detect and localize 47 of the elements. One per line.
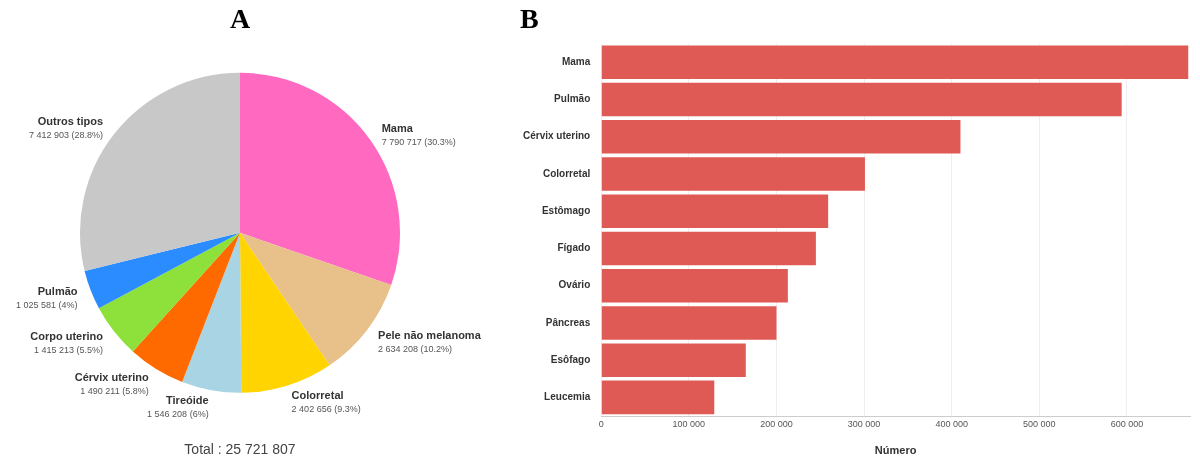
data-label: 1 490 211 (5.8%) <box>80 385 149 396</box>
y-tick-label: Esôfago <box>550 353 591 365</box>
x-axis-title: Número <box>874 444 917 457</box>
x-tick-label: 0 <box>598 418 604 429</box>
y-tick-label: Fígado <box>557 242 591 254</box>
y-tick-label: Cérvix uterino <box>522 130 591 142</box>
x-tick-label: 600 000 <box>1110 418 1144 429</box>
bar <box>601 45 1189 79</box>
x-tick-label: 300 000 <box>847 418 881 429</box>
y-tick-label: Ovário <box>558 279 591 291</box>
y-tick-label: Pulmão <box>554 93 591 105</box>
data-label: 1 546 208 (6%) <box>147 408 209 419</box>
data-label: 1 415 213 (5.5%) <box>33 344 103 355</box>
slice-label: Pulmão <box>37 285 78 297</box>
y-tick-label: Colorretal <box>543 167 591 179</box>
slice-label: Tireóide <box>166 393 209 406</box>
x-tick-label: 200 000 <box>760 418 793 429</box>
data-label: 1 025 581 (4%) <box>15 300 78 310</box>
data-label: 7 412 903 (28.8%) <box>29 130 104 141</box>
bar <box>601 157 865 191</box>
bar <box>601 268 788 303</box>
bar <box>601 231 816 266</box>
bar <box>601 194 829 228</box>
y-tick-label: Estômago <box>541 204 591 216</box>
bar <box>601 82 1122 117</box>
y-tick-label: Leucemia <box>544 391 591 403</box>
bar <box>601 343 746 377</box>
slice-label: Cérvix uterino <box>74 370 150 383</box>
slice-label: Corpo uterino <box>30 329 104 342</box>
chart-title: A <box>229 3 251 35</box>
slice-label: Pele não melanoma <box>378 328 482 341</box>
bar <box>601 306 777 340</box>
chart-title: B <box>520 3 539 35</box>
data-label: 2 402 656 (9.3%) <box>291 403 361 414</box>
y-tick-label: Pâncreas <box>545 316 591 328</box>
x-tick-label: 100 000 <box>672 418 706 429</box>
slice-label: Colorretal <box>291 388 344 401</box>
data-label: 7 790 717 (30.3%) <box>381 136 456 147</box>
x-tick-label: 400 000 <box>935 418 968 429</box>
bar <box>601 380 715 415</box>
x-tick-label: 500 000 <box>1023 418 1056 429</box>
slice-label: Outros tipos <box>37 115 104 128</box>
bar <box>601 119 961 154</box>
text: Total : 25 721 807 <box>184 441 296 457</box>
y-tick-label: Mama <box>561 55 591 67</box>
slice-label: Mama <box>381 121 414 134</box>
data-label: 2 634 208 (10.2%) <box>378 343 453 354</box>
